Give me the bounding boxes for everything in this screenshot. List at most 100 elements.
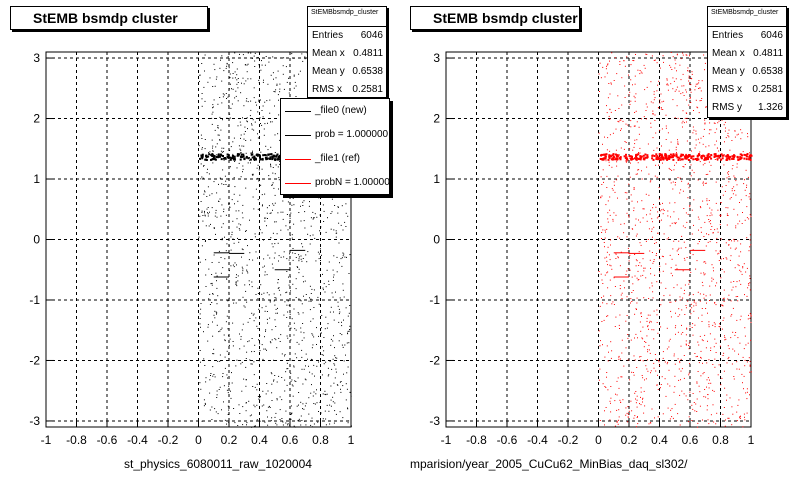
data-point bbox=[653, 149, 655, 151]
data-point bbox=[230, 107, 232, 109]
data-point bbox=[626, 56, 628, 58]
data-point bbox=[607, 137, 609, 139]
data-point bbox=[279, 419, 281, 420]
data-point bbox=[216, 192, 218, 194]
data-point bbox=[212, 150, 214, 152]
data-point bbox=[598, 73, 600, 75]
data-point bbox=[749, 234, 751, 236]
data-point bbox=[230, 83, 231, 85]
data-point bbox=[210, 375, 211, 376]
data-point bbox=[344, 221, 346, 223]
data-point bbox=[204, 148, 206, 150]
data-point bbox=[254, 121, 256, 123]
data-point bbox=[669, 301, 671, 303]
data-point bbox=[615, 258, 617, 259]
data-point bbox=[347, 407, 348, 409]
data-point bbox=[623, 232, 625, 234]
data-point bbox=[647, 349, 649, 351]
band-point bbox=[265, 158, 268, 161]
data-point bbox=[634, 97, 636, 99]
data-point bbox=[604, 246, 605, 248]
data-point bbox=[745, 195, 747, 197]
data-point bbox=[609, 264, 611, 266]
data-point bbox=[671, 408, 673, 410]
data-point bbox=[215, 78, 217, 80]
data-point bbox=[233, 266, 235, 268]
left-x-axis-title: st_physics_6080011_raw_1020004 bbox=[124, 457, 312, 471]
data-point bbox=[270, 146, 272, 148]
data-point bbox=[267, 406, 269, 408]
data-point bbox=[623, 148, 625, 150]
band-point bbox=[211, 158, 214, 161]
band-point bbox=[639, 155, 642, 158]
data-point bbox=[674, 67, 676, 69]
data-point bbox=[691, 71, 693, 73]
data-point bbox=[670, 272, 672, 274]
data-point bbox=[636, 417, 638, 418]
data-point bbox=[688, 342, 690, 344]
data-point bbox=[213, 314, 215, 316]
band-point bbox=[698, 154, 701, 157]
data-point bbox=[288, 276, 289, 278]
data-point bbox=[342, 417, 344, 419]
data-point bbox=[657, 211, 659, 213]
data-point bbox=[647, 325, 649, 327]
data-point bbox=[735, 332, 737, 333]
data-point bbox=[289, 234, 291, 236]
data-point bbox=[325, 418, 327, 420]
data-point bbox=[633, 188, 635, 190]
data-point bbox=[736, 184, 738, 186]
data-point bbox=[314, 403, 316, 405]
data-point bbox=[208, 268, 210, 270]
data-point bbox=[690, 313, 692, 315]
data-point bbox=[210, 283, 212, 285]
data-point bbox=[703, 396, 705, 398]
data-point bbox=[341, 334, 343, 336]
data-point bbox=[298, 260, 300, 262]
band-point bbox=[685, 154, 688, 157]
data-point bbox=[669, 385, 671, 387]
data-point bbox=[312, 211, 314, 213]
data-point bbox=[301, 368, 303, 370]
data-point bbox=[348, 312, 350, 314]
data-point bbox=[261, 405, 263, 407]
data-point bbox=[700, 207, 702, 209]
data-point bbox=[334, 364, 336, 366]
data-point bbox=[674, 202, 676, 204]
data-point bbox=[653, 367, 655, 369]
data-point bbox=[274, 221, 276, 223]
data-point bbox=[704, 119, 706, 121]
data-point bbox=[695, 356, 697, 358]
data-point bbox=[218, 200, 219, 202]
data-point bbox=[318, 258, 320, 260]
band-point bbox=[687, 159, 690, 161]
data-point bbox=[322, 418, 324, 420]
data-point bbox=[614, 157, 616, 159]
data-point bbox=[624, 287, 625, 289]
data-point bbox=[342, 229, 344, 231]
data-point bbox=[256, 404, 258, 406]
data-point bbox=[218, 389, 220, 390]
band-point bbox=[642, 154, 645, 157]
data-point bbox=[651, 408, 653, 410]
data-point bbox=[669, 418, 671, 420]
data-point bbox=[652, 110, 654, 112]
data-point bbox=[643, 64, 645, 66]
band-point bbox=[608, 154, 611, 157]
data-point bbox=[226, 350, 228, 352]
data-point bbox=[266, 292, 268, 294]
data-point bbox=[715, 202, 717, 204]
data-point bbox=[309, 285, 311, 287]
data-point bbox=[637, 337, 638, 339]
data-point bbox=[269, 212, 271, 214]
band-point bbox=[720, 158, 723, 161]
data-point bbox=[232, 88, 234, 90]
data-point bbox=[649, 352, 651, 354]
data-point bbox=[216, 154, 218, 156]
data-point bbox=[697, 83, 699, 85]
data-point bbox=[680, 287, 682, 289]
data-point bbox=[313, 336, 315, 338]
data-point bbox=[245, 140, 247, 141]
data-point bbox=[254, 52, 256, 54]
data-point bbox=[308, 300, 310, 302]
